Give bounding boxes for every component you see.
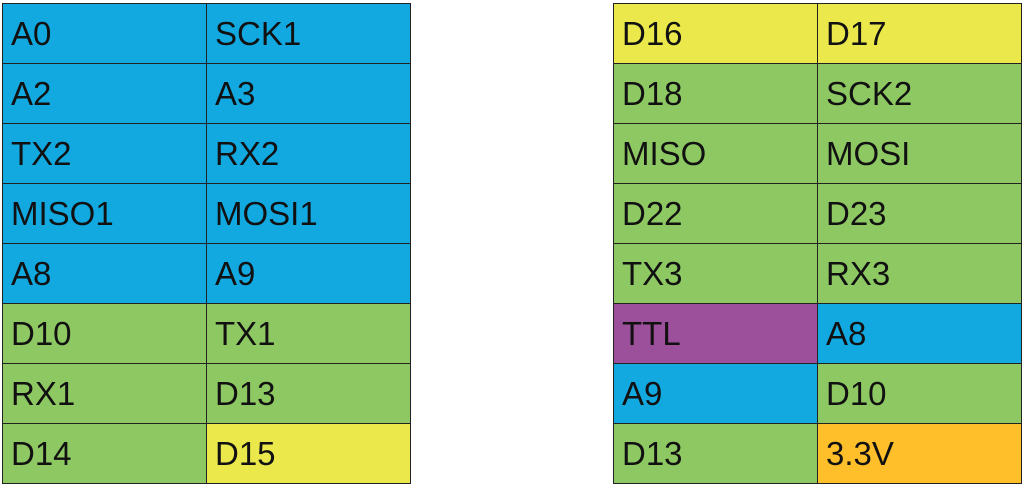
pin-cell: MISO1 — [2, 183, 207, 244]
pin-cell: A8 — [2, 243, 207, 304]
pin-row: D18 SCK2 — [613, 63, 1022, 124]
pin-row: A0 SCK1 — [2, 3, 411, 64]
pin-table: A0 SCK1 A2 A3 TX2 RX2 MISO1 MOSI1 A8 A9 D10 TX1 RX1 D… — [2, 3, 411, 484]
pin-row: RX1 D13 — [2, 363, 411, 424]
pin-cell: TX2 — [2, 123, 207, 184]
pin-cell: SCK1 — [206, 3, 411, 64]
pin-cell: TX1 — [206, 303, 411, 364]
pin-row: MISO MOSI — [613, 123, 1022, 184]
pin-cell: A2 — [2, 63, 207, 124]
pin-cell: D17 — [817, 3, 1022, 64]
pin-cell: A9 — [206, 243, 411, 304]
pin-cell: 3.3V — [817, 423, 1022, 484]
pin-cell: D10 — [2, 303, 207, 364]
pin-cell: MOSI1 — [206, 183, 411, 244]
pin-cell: D13 — [613, 423, 818, 484]
pin-cell: D13 — [206, 363, 411, 424]
pin-cell: D18 — [613, 63, 818, 124]
pin-cell: A8 — [817, 303, 1022, 364]
pin-cell: D14 — [2, 423, 207, 484]
pin-cell: D10 — [817, 363, 1022, 424]
pin-cell: D22 — [613, 183, 818, 244]
pin-cell: A9 — [613, 363, 818, 424]
pin-row: TX3 RX3 — [613, 243, 1022, 304]
pin-cell: A3 — [206, 63, 411, 124]
pin-row: D16 D17 — [613, 3, 1022, 64]
pin-cell: D15 — [206, 423, 411, 484]
pin-row: A2 A3 — [2, 63, 411, 124]
pin-row: D22 D23 — [613, 183, 1022, 244]
pin-cell: TTL — [613, 303, 818, 364]
pin-cell: RX2 — [206, 123, 411, 184]
pin-cell: D16 — [613, 3, 818, 64]
pin-row: D14 D15 — [2, 423, 411, 484]
pin-row: TTL A8 — [613, 303, 1022, 364]
pin-cell: SCK2 — [817, 63, 1022, 124]
pin-cell: A0 — [2, 3, 207, 64]
pin-cell: D23 — [817, 183, 1022, 244]
pin-cell: MISO — [613, 123, 818, 184]
pin-cell: MOSI — [817, 123, 1022, 184]
pin-row: A9 D10 — [613, 363, 1022, 424]
pin-row: TX2 RX2 — [2, 123, 411, 184]
pin-cell: TX3 — [613, 243, 818, 304]
pin-row: MISO1 MOSI1 — [2, 183, 411, 244]
pin-row: D13 3.3V — [613, 423, 1022, 484]
pin-cell: RX3 — [817, 243, 1022, 304]
pin-row: D10 TX1 — [2, 303, 411, 364]
pin-row: A8 A9 — [2, 243, 411, 304]
pin-table: D16 D17 D18 SCK2 MISO MOSI D22 D23 TX3 RX3 TTL A8 A9… — [613, 3, 1022, 484]
pin-cell: RX1 — [2, 363, 207, 424]
